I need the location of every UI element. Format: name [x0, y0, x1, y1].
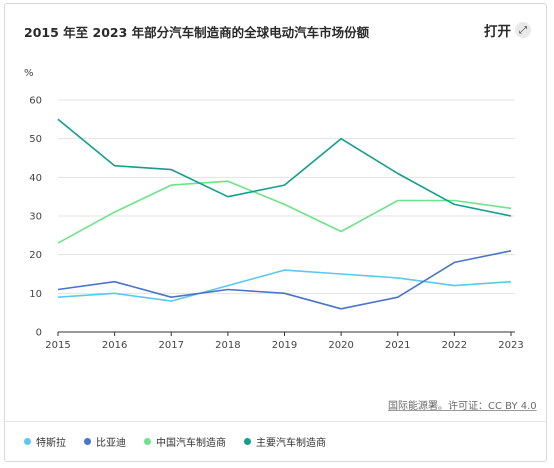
y-tick-label: 40 — [29, 173, 42, 184]
x-tick-label: 2015 — [45, 340, 70, 351]
legend-label: 比亚迪 — [96, 438, 126, 449]
legend-dot-icon — [84, 438, 91, 445]
x-tick-label: 2021 — [385, 340, 410, 351]
y-tick-label: 10 — [29, 289, 42, 300]
x-tick-label: 2020 — [328, 340, 353, 351]
y-tick-label: 20 — [29, 250, 42, 261]
x-tick-label: 2019 — [272, 340, 297, 351]
line-chart: % 0 10 20 30 40 50 60 2015 2016 2017 2018 2019 2020 20… — [24, 68, 524, 351]
expand-icon: ⤢ — [515, 22, 531, 38]
series-line-2 — [57, 250, 512, 310]
legend-item-1[interactable]: 特斯拉 — [24, 434, 66, 449]
legend-dot-icon — [244, 438, 251, 445]
legend-item-2[interactable]: 比亚迪 — [84, 434, 126, 449]
chart-card — [4, 3, 547, 462]
legend-divider — [5, 421, 547, 422]
x-tick-label: 2018 — [215, 340, 240, 351]
y-tick-label: 30 — [29, 212, 42, 223]
x-tick-label: 2022 — [442, 340, 467, 351]
series-line-4 — [57, 118, 512, 217]
y-tick-label: 0 — [36, 328, 42, 339]
series-line-3 — [57, 180, 512, 244]
open-button-label: 打开 — [484, 24, 511, 40]
chart-title: 2015 年至 2023 年部分汽车制造商的全球电动汽车市场份额 — [24, 25, 370, 40]
legend-label: 主要汽车制造商 — [256, 438, 326, 449]
source-link[interactable]: 国际能源署。许可证：CC BY 4.0 — [388, 401, 537, 412]
legend-label: 中国汽车制造商 — [156, 438, 226, 449]
legend-label: 特斯拉 — [36, 438, 66, 449]
x-tick-label: 2023 — [498, 340, 523, 351]
legend-dot-icon — [24, 438, 31, 445]
series-line-1 — [57, 269, 512, 302]
legend-item-3[interactable]: 中国汽车制造商 — [144, 434, 226, 449]
legend-item-4[interactable]: 主要汽车制造商 — [244, 434, 326, 449]
y-tick-label: 60 — [29, 96, 42, 107]
x-tick-label: 2017 — [159, 340, 184, 351]
y-tick-label: 50 — [29, 134, 42, 145]
x-tick-label: 2016 — [102, 340, 127, 351]
legend-dot-icon — [144, 438, 151, 445]
y-axis-label: % — [24, 68, 34, 79]
chart-legend: 特斯拉 比亚迪 中国汽车制造商 主要汽车制造商 — [24, 434, 326, 449]
open-button[interactable]: 打开 ⤢ — [484, 20, 531, 40]
